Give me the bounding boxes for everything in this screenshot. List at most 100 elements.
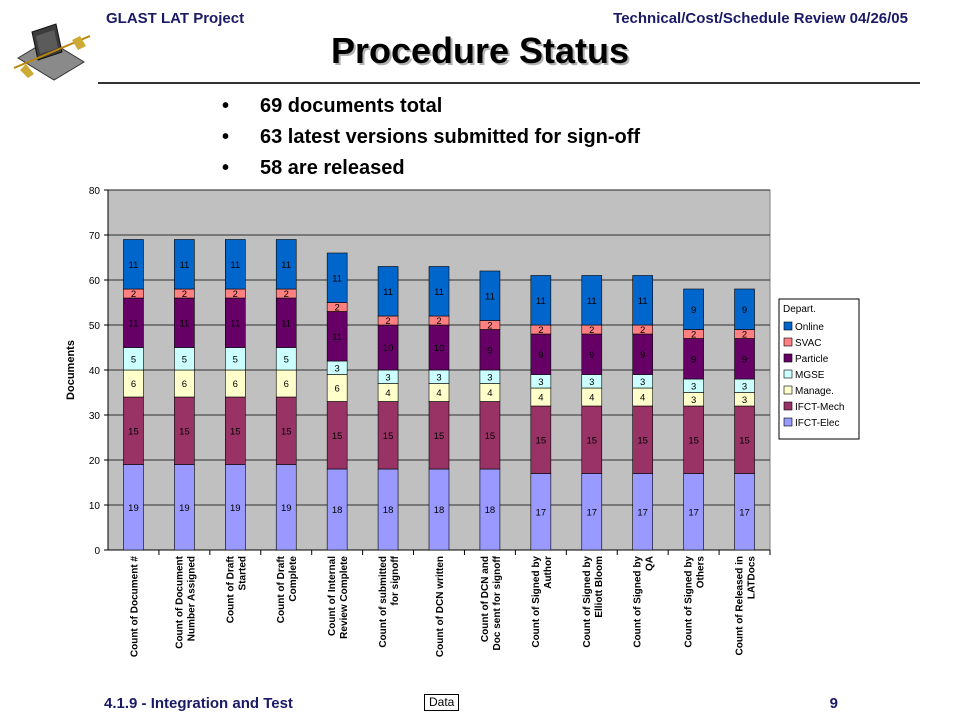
data-label: 15 [281, 426, 292, 437]
bullet-text: 63 latest versions submitted for sign-of… [260, 126, 641, 148]
category-label: Count of Signed by [531, 556, 542, 648]
category-label: QA [645, 556, 656, 571]
data-label: 2 [131, 289, 136, 300]
data-label: 11 [230, 260, 240, 271]
data-label: 6 [233, 379, 238, 390]
bar-segment [683, 288, 704, 330]
data-label: 2 [589, 325, 594, 336]
y-tick-label: 60 [89, 276, 101, 287]
category-label: Count of Signed by [633, 556, 644, 648]
data-label: 4 [487, 388, 492, 399]
category-label: Count of Signed by [582, 556, 593, 648]
y-tick-label: 20 [89, 456, 101, 467]
data-label: 15 [637, 435, 648, 446]
data-label: 11 [129, 260, 139, 271]
bullet-dot-icon: • [222, 126, 230, 148]
bullet-list: • 69 documents total • 63 latest versions … [222, 92, 640, 185]
data-label: 3 [742, 381, 747, 392]
legend-label: Particle [795, 354, 829, 365]
legend-label: SVAC [795, 338, 822, 349]
glast-logo [13, 23, 91, 81]
legend-swatch [783, 385, 793, 395]
data-label: 11 [179, 318, 189, 329]
data-label: 17 [637, 507, 648, 518]
data-label: 3 [589, 377, 594, 388]
data-label: 15 [332, 431, 343, 442]
bullet-item: • 69 documents total [222, 92, 640, 123]
bullet-text: 69 documents total [260, 95, 443, 117]
legend-box [778, 298, 860, 440]
data-label: 5 [233, 354, 238, 365]
y-tick-label: 40 [89, 366, 101, 377]
data-label: 2 [538, 325, 543, 336]
data-label: 6 [335, 384, 340, 395]
legend-label: MGSE [795, 370, 825, 381]
data-label: 2 [487, 321, 492, 332]
legend-swatch [783, 321, 793, 331]
data-label: 2 [436, 316, 441, 327]
category-label: Count of Document [174, 555, 185, 648]
legend-swatch [783, 337, 793, 347]
bullet-text: 58 are released [260, 157, 405, 179]
bar-segment [428, 266, 450, 317]
y-tick-label: 10 [89, 501, 101, 512]
y-tick-label: 80 [89, 186, 101, 197]
category-label: Count of Internal [327, 556, 338, 636]
data-label: 3 [691, 381, 696, 392]
data-label: 11 [230, 318, 240, 329]
category-label: Author [543, 556, 554, 589]
page-number: 9 [829, 695, 838, 712]
legend-label: Online [795, 322, 824, 333]
title-divider [98, 82, 920, 84]
data-label: 3 [640, 377, 645, 388]
data-label: 9 [538, 350, 543, 361]
data-label: 11 [332, 332, 342, 343]
bar-segment [581, 275, 603, 326]
legend-swatch [783, 353, 793, 363]
data-label: 6 [182, 379, 187, 390]
data-label: 11 [485, 291, 495, 302]
data-label: 10 [434, 343, 445, 354]
bar-segment [225, 239, 246, 290]
data-label: 3 [487, 372, 492, 383]
data-label: 11 [179, 260, 189, 271]
data-label: 3 [538, 377, 543, 388]
bar-segment [174, 239, 195, 290]
category-label: Count of DCN written [435, 556, 446, 657]
category-label: Count of Signed by [684, 556, 695, 648]
page-title: Procedure Status [330, 30, 630, 71]
bar-segment [632, 275, 653, 326]
category-label: for signoff [390, 555, 401, 605]
data-label: 11 [281, 318, 291, 329]
legend-swatch [783, 401, 793, 411]
data-label: 15 [128, 426, 139, 437]
data-label: 2 [182, 289, 187, 300]
legend-label: IFCT-Elec [795, 418, 839, 429]
data-label: 15 [586, 435, 597, 446]
data-label: 15 [485, 431, 496, 442]
bar-segment [377, 266, 399, 317]
category-label: Others [696, 556, 707, 589]
data-button[interactable]: Data [424, 694, 460, 711]
footer-section: 4.1.9 - Integration and Test [104, 695, 293, 712]
data-label: 19 [281, 503, 292, 514]
category-label: Count of Document # [129, 556, 140, 658]
data-label: 2 [640, 325, 645, 336]
category-label: Number Assigned [186, 556, 197, 641]
data-label: 15 [230, 426, 241, 437]
y-tick-label: 50 [89, 321, 101, 332]
data-label: 18 [383, 505, 394, 516]
data-label: 11 [332, 273, 342, 284]
data-label: 2 [233, 289, 238, 300]
header-project: GLAST LAT Project [106, 10, 245, 27]
data-label: 3 [385, 372, 390, 383]
category-label: Count of submitted [378, 556, 389, 648]
y-tick-label: 0 [94, 546, 100, 557]
y-tick-label: 30 [89, 411, 101, 422]
data-label: 9 [742, 305, 747, 316]
data-label: 15 [739, 435, 750, 446]
category-label: Count of DCN and [480, 556, 491, 642]
data-label: 2 [335, 303, 340, 314]
data-label: 6 [131, 379, 136, 390]
